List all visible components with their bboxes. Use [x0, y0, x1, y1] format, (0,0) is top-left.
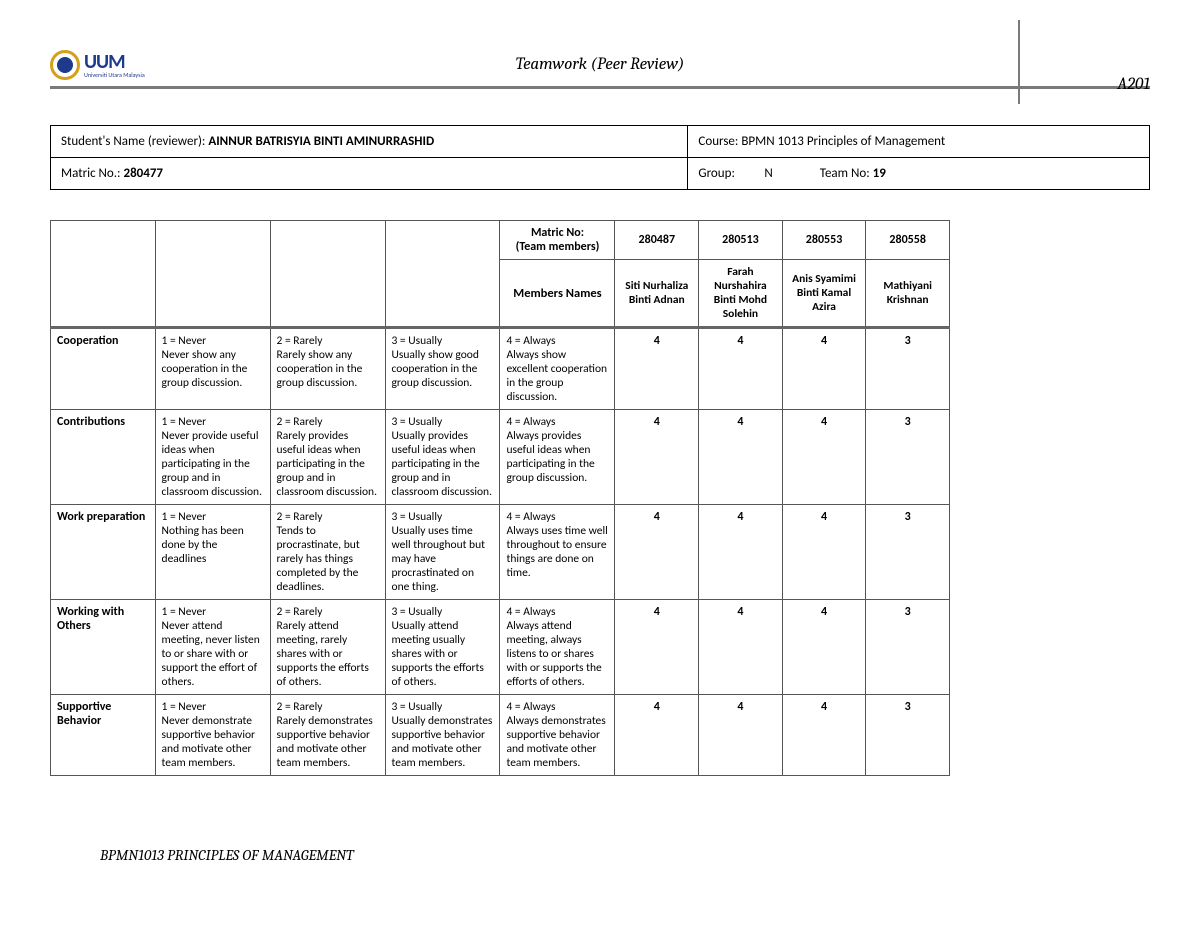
member-name: Mathiyani Krishnan	[866, 260, 950, 328]
rubric-table: Matric No:(Team members)2804872805132805…	[50, 220, 950, 776]
scale-cell: 3 = UsuallyUsually attend meeting usuall…	[385, 600, 500, 695]
score-cell: 4	[615, 410, 699, 505]
blank-cell	[385, 221, 500, 328]
member-matric: 280558	[866, 221, 950, 260]
blank-cell	[155, 221, 270, 328]
footer-text: BPMN1013 PRINCIPLES OF MANAGEMENT	[50, 846, 1150, 864]
score-cell: 4	[699, 328, 783, 410]
criteria-row: Cooperation1 = NeverNever show any coope…	[51, 328, 950, 410]
scale-cell: 2 = RarelyTends to procrastinate, but ra…	[270, 505, 385, 600]
score-cell: 3	[866, 600, 950, 695]
page-title: Teamwork (Peer Review)	[516, 55, 685, 74]
score-cell: 3	[866, 410, 950, 505]
header-row-matric: Matric No:(Team members)2804872805132805…	[51, 221, 950, 260]
scale-cell: 3 = UsuallyUsually uses time well throug…	[385, 505, 500, 600]
score-cell: 4	[699, 600, 783, 695]
course-label: Course:	[698, 134, 741, 149]
scale-cell: 2 = RarelyRarely attend meeting, rarely …	[270, 600, 385, 695]
score-cell: 4	[782, 410, 866, 505]
criteria-name: Contributions	[51, 410, 156, 505]
group-label: Group:	[698, 166, 735, 181]
score-cell: 4	[699, 695, 783, 776]
score-cell: 4	[615, 328, 699, 410]
scale-cell: 2 = RarelyRarely show any cooperation in…	[270, 328, 385, 410]
criteria-row: Work preparation1 = NeverNothing has bee…	[51, 505, 950, 600]
student-name: AINNUR BATRISYIA BINTI AMINURRASHID	[208, 134, 434, 149]
page: UUM Universiti Utara Malaysia Teamwork (…	[0, 0, 1200, 904]
scale-cell: 4 = AlwaysAlways uses time well througho…	[500, 505, 615, 600]
score-cell: 4	[782, 695, 866, 776]
header: UUM Universiti Utara Malaysia Teamwork (…	[50, 20, 1150, 80]
matric-header: Matric No:(Team members)	[500, 221, 615, 260]
criteria-name: Cooperation	[51, 328, 156, 410]
group-value: N	[764, 166, 772, 181]
member-matric: 280553	[782, 221, 866, 260]
course-cell: Course: BPMN 1013 Principles of Manageme…	[688, 126, 1150, 158]
blank-cell	[51, 221, 156, 328]
student-label: Student's Name (reviewer):	[61, 134, 208, 149]
criteria-name: Working with Others	[51, 600, 156, 695]
score-cell: 4	[615, 600, 699, 695]
scale-cell: 1 = NeverNever demonstrate supportive be…	[155, 695, 270, 776]
header-vertical-line	[1018, 20, 1020, 104]
score-cell: 3	[866, 328, 950, 410]
blank-cell	[270, 221, 385, 328]
criteria-name: Supportive Behavior	[51, 695, 156, 776]
uum-logo: UUM Universiti Utara Malaysia	[50, 50, 145, 80]
member-name: Siti Nurhaliza Binti Adnan	[615, 260, 699, 328]
scale-cell: 2 = RarelyRarely demonstrates supportive…	[270, 695, 385, 776]
score-cell: 4	[782, 505, 866, 600]
course-value: BPMN 1013 Principles of Management	[741, 134, 945, 149]
criteria-row: Contributions1 = NeverNever provide usef…	[51, 410, 950, 505]
member-matric: 280487	[615, 221, 699, 260]
scale-cell: 4 = AlwaysAlways show excellent cooperat…	[500, 328, 615, 410]
score-cell: 4	[782, 600, 866, 695]
header-divider	[50, 86, 1150, 89]
matric-label: Matric No.:	[61, 166, 123, 181]
scale-cell: 3 = UsuallyUsually demonstrates supporti…	[385, 695, 500, 776]
scale-cell: 1 = NeverNothing has been done by the de…	[155, 505, 270, 600]
members-header: Members Names	[500, 260, 615, 328]
logo-main-text: UUM	[84, 52, 145, 72]
score-cell: 4	[699, 410, 783, 505]
logo-sub-text: Universiti Utara Malaysia	[84, 72, 145, 78]
score-cell: 4	[615, 505, 699, 600]
session-code: A201	[1117, 75, 1150, 94]
scale-cell: 4 = AlwaysAlways attend meeting, always …	[500, 600, 615, 695]
student-info-table: Student's Name (reviewer): AINNUR BATRIS…	[50, 125, 1150, 190]
scale-cell: 4 = AlwaysAlways provides useful ideas w…	[500, 410, 615, 505]
logo-seal-icon	[50, 50, 80, 80]
scale-cell: 1 = NeverNever show any cooperation in t…	[155, 328, 270, 410]
scale-cell: 3 = UsuallyUsually provides useful ideas…	[385, 410, 500, 505]
matric-cell: Matric No.: 280477	[51, 158, 688, 190]
score-cell: 4	[615, 695, 699, 776]
student-name-cell: Student's Name (reviewer): AINNUR BATRIS…	[51, 126, 688, 158]
team-label: Team No:	[820, 166, 873, 181]
scale-cell: 3 = UsuallyUsually show good cooperation…	[385, 328, 500, 410]
criteria-name: Work preparation	[51, 505, 156, 600]
team-value: 19	[873, 166, 886, 181]
rubric-section: Matric No:(Team members)2804872805132805…	[50, 220, 1150, 776]
score-cell: 3	[866, 505, 950, 600]
score-cell: 4	[782, 328, 866, 410]
scale-cell: 4 = AlwaysAlways demonstrates supportive…	[500, 695, 615, 776]
matric-value: 280477	[123, 166, 163, 181]
criteria-row: Working with Others1 = NeverNever attend…	[51, 600, 950, 695]
score-cell: 3	[866, 695, 950, 776]
member-name: Anis Syamimi Binti Kamal Azira	[782, 260, 866, 328]
scale-cell: 1 = NeverNever provide useful ideas when…	[155, 410, 270, 505]
score-cell: 4	[699, 505, 783, 600]
scale-cell: 1 = NeverNever attend meeting, never lis…	[155, 600, 270, 695]
member-matric: 280513	[699, 221, 783, 260]
scale-cell: 2 = RarelyRarely provides useful ideas w…	[270, 410, 385, 505]
group-team-cell: Group: N Team No: 19	[688, 158, 1150, 190]
member-name: Farah Nurshahira Binti Mohd Solehin	[699, 260, 783, 328]
criteria-row: Supportive Behavior1 = NeverNever demons…	[51, 695, 950, 776]
